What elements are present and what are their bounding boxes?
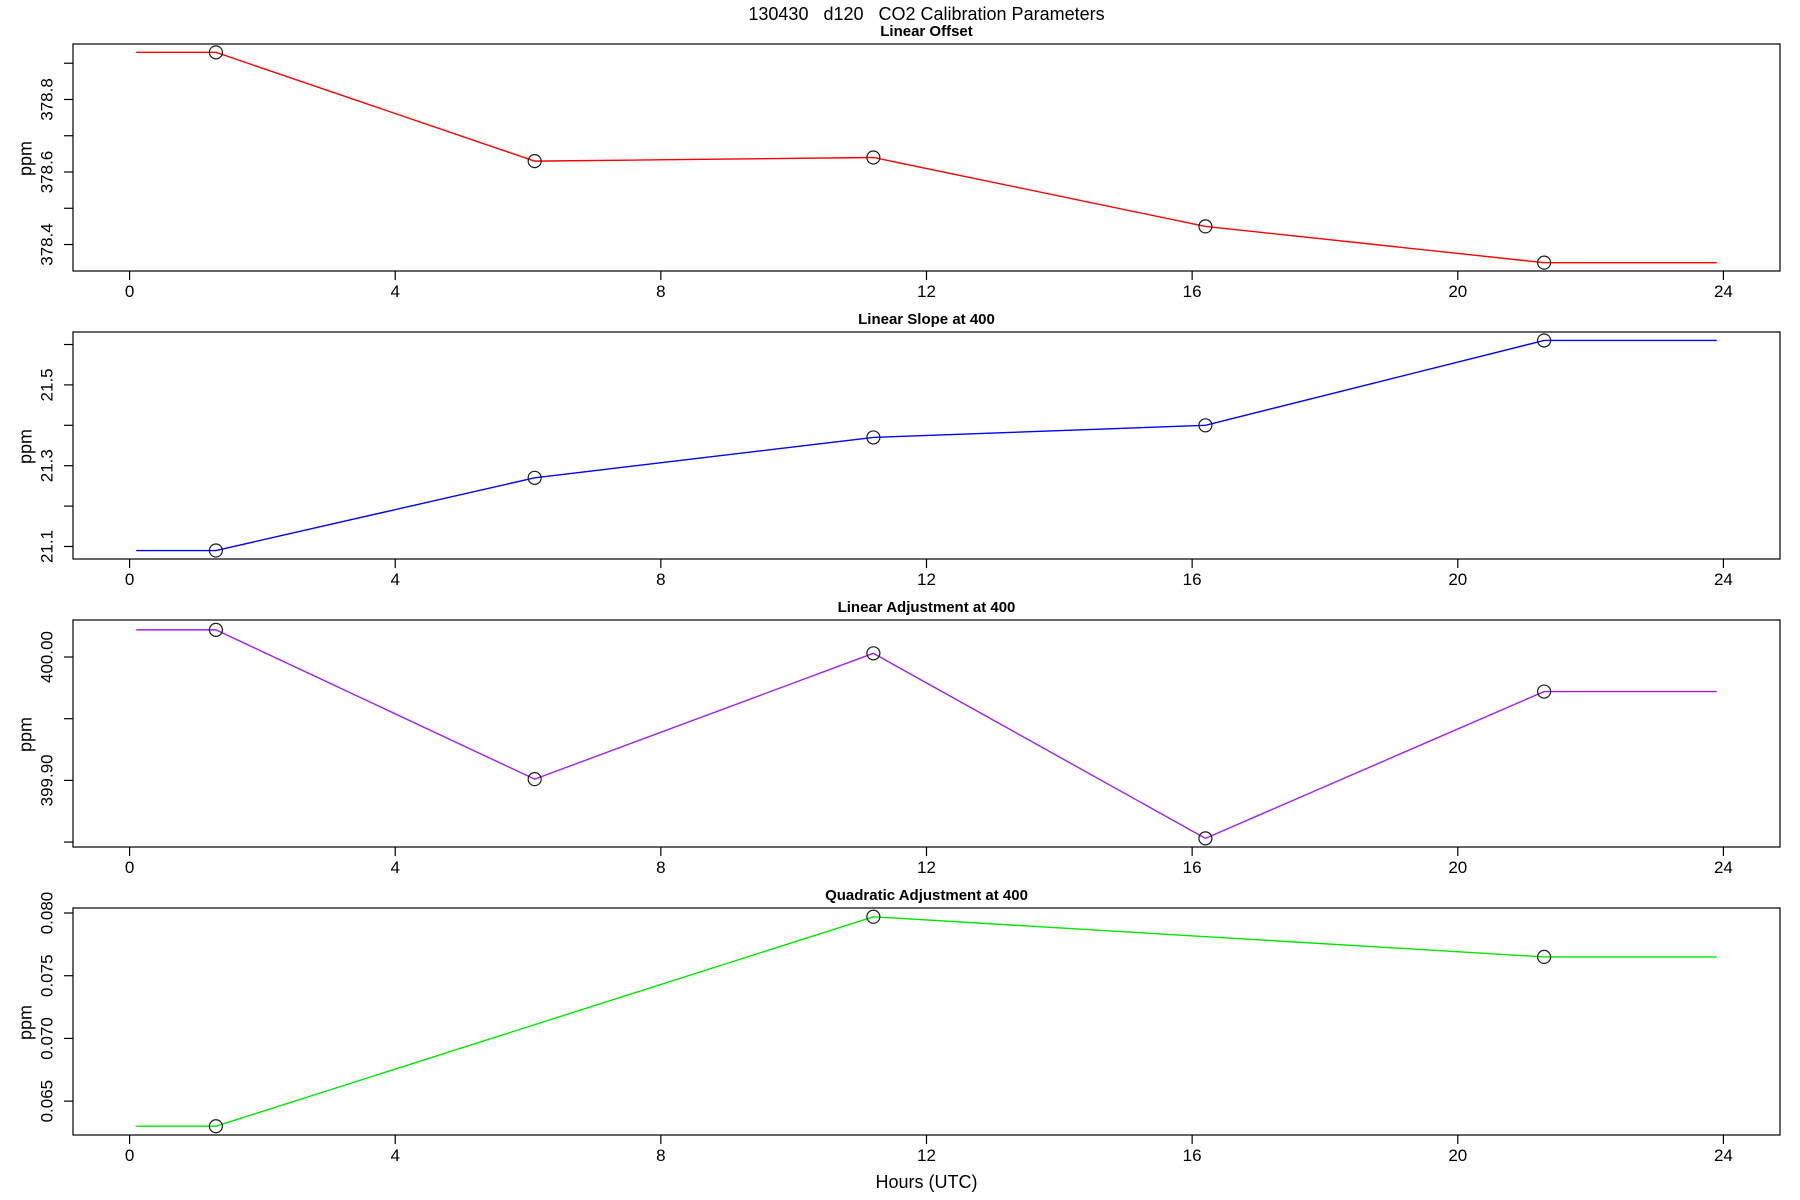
- data-point-marker: [527, 470, 542, 485]
- y-tick-label: 21.5: [38, 368, 57, 401]
- x-tick-label: 8: [656, 282, 665, 301]
- x-tick-label: 16: [1183, 282, 1202, 301]
- data-point-marker: [1198, 831, 1213, 846]
- x-tick-label: 16: [1183, 1146, 1202, 1165]
- x-tick-label: 0: [125, 858, 134, 877]
- data-point-marker: [866, 430, 881, 445]
- x-tick-label: 24: [1714, 570, 1733, 589]
- y-tick-label: 378.6: [38, 151, 57, 194]
- data-point-marker: [208, 622, 224, 637]
- panel-title-linear-offset: Linear Offset: [880, 23, 973, 40]
- x-tick-label: 24: [1714, 1146, 1733, 1165]
- y-axis-label-panel-3: ppm: [15, 717, 36, 753]
- x-tick-label: 4: [390, 282, 399, 301]
- data-point-marker: [527, 154, 542, 169]
- x-tick-label: 4: [390, 570, 399, 589]
- panel-box: [72, 43, 1781, 272]
- panel-title-quadratic-adjustment: Quadratic Adjustment at 400: [825, 887, 1028, 904]
- y-tick-label: 0.065: [38, 1080, 57, 1123]
- data-point-marker: [1198, 418, 1213, 433]
- x-tick-label: 0: [125, 1146, 134, 1165]
- x-tick-label: 24: [1714, 282, 1733, 301]
- y-tick-label: 0.075: [38, 954, 57, 997]
- x-tick-label: 8: [656, 858, 665, 877]
- data-point-marker: [866, 909, 881, 924]
- series-line: [136, 916, 1717, 1127]
- data-point-marker: [208, 543, 224, 558]
- data-point-marker: [527, 772, 542, 787]
- y-axis-label-panel-4: ppm: [15, 1005, 36, 1041]
- x-tick-label: 8: [656, 1146, 665, 1165]
- x-tick-label: 0: [125, 570, 134, 589]
- y-tick-label: 0.070: [38, 1017, 57, 1060]
- panel-title-linear-adjustment: Linear Adjustment at 400: [837, 599, 1016, 616]
- data-point-marker: [866, 150, 881, 165]
- x-tick-label: 4: [390, 1146, 399, 1165]
- x-tick-label: 12: [917, 282, 936, 301]
- data-point-marker: [1537, 684, 1552, 699]
- x-tick-label: 12: [917, 1146, 936, 1165]
- series-line: [136, 629, 1717, 840]
- x-tick-label: 16: [1183, 570, 1202, 589]
- x-tick-label: 20: [1448, 570, 1467, 589]
- x-tick-label: 0: [125, 282, 134, 301]
- data-point-marker: [1537, 333, 1552, 348]
- y-tick-label: 21.3: [38, 449, 57, 482]
- x-tick-label: 16: [1183, 858, 1202, 877]
- figure-title: 130430 d120 CO2 Calibration Parameters: [748, 4, 1105, 24]
- x-tick-label: 12: [917, 570, 936, 589]
- series-line: [136, 339, 1717, 552]
- data-point-marker: [1537, 255, 1552, 270]
- x-axis-label: Hours (UTC): [875, 1172, 978, 1192]
- y-tick-label: 378.4: [38, 223, 57, 266]
- x-tick-label: 12: [917, 858, 936, 877]
- series-line: [136, 51, 1717, 264]
- panel-box: [72, 907, 1781, 1136]
- panel-title-linear-slope: Linear Slope at 400: [858, 311, 995, 328]
- y-tick-label: 400.00: [38, 631, 57, 683]
- y-tick-label: 378.8: [38, 78, 57, 121]
- y-axis-label-panel-2: ppm: [15, 429, 36, 465]
- y-tick-label: 21.1: [38, 530, 57, 563]
- x-tick-label: 20: [1448, 282, 1467, 301]
- x-tick-label: 20: [1448, 858, 1467, 877]
- data-point-marker: [208, 45, 224, 60]
- data-point-marker: [866, 646, 881, 661]
- y-axis-label-panel-1: ppm: [15, 141, 36, 177]
- data-point-marker: [208, 1119, 224, 1134]
- x-tick-label: 20: [1448, 1146, 1467, 1165]
- x-tick-label: 4: [390, 858, 399, 877]
- y-tick-label: 399.90: [38, 754, 57, 806]
- data-point-marker: [1198, 219, 1213, 234]
- y-tick-label: 0.080: [38, 892, 57, 935]
- data-point-marker: [1537, 949, 1552, 965]
- x-tick-label: 8: [656, 570, 665, 589]
- panel-box: [72, 619, 1781, 848]
- x-tick-label: 24: [1714, 858, 1733, 877]
